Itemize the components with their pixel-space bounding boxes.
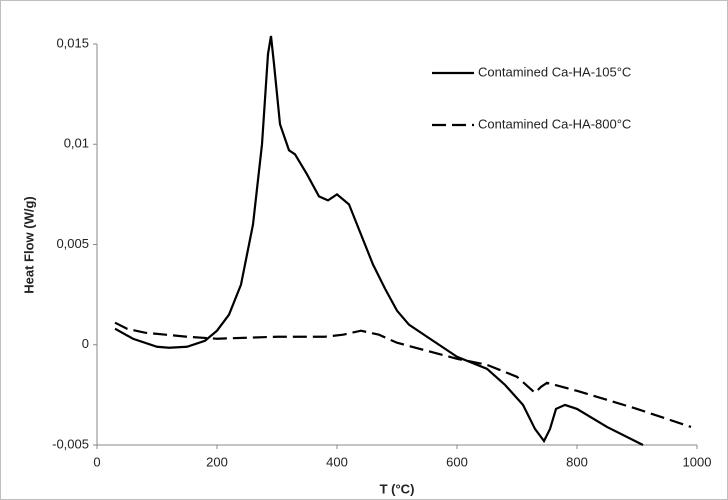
- y-axis-label: Heat Flow (W/g): [21, 196, 36, 294]
- data-line: [114, 321, 692, 428]
- x-tick-label: 1000: [683, 454, 712, 469]
- x-tick-label: 0: [93, 454, 100, 469]
- x-tick-label: 200: [206, 454, 228, 469]
- x-tick-label: 800: [566, 454, 588, 469]
- y-tick-label: 0,005: [56, 236, 89, 251]
- x-tick-label: 400: [326, 454, 348, 469]
- legend-label: Contamined Ca-HA-105°C: [478, 64, 631, 79]
- data-line: [114, 35, 644, 446]
- x-axis-label: T (°C): [380, 481, 415, 496]
- y-tick-label: 0: [82, 336, 89, 351]
- x-tick-label: 600: [446, 454, 468, 469]
- legend-label: Contamined Ca-HA-800°C: [478, 116, 631, 131]
- y-tick-label: 0,015: [56, 35, 89, 50]
- y-tick-label: -0,005: [52, 436, 89, 451]
- y-tick-label: 0,01: [64, 136, 89, 151]
